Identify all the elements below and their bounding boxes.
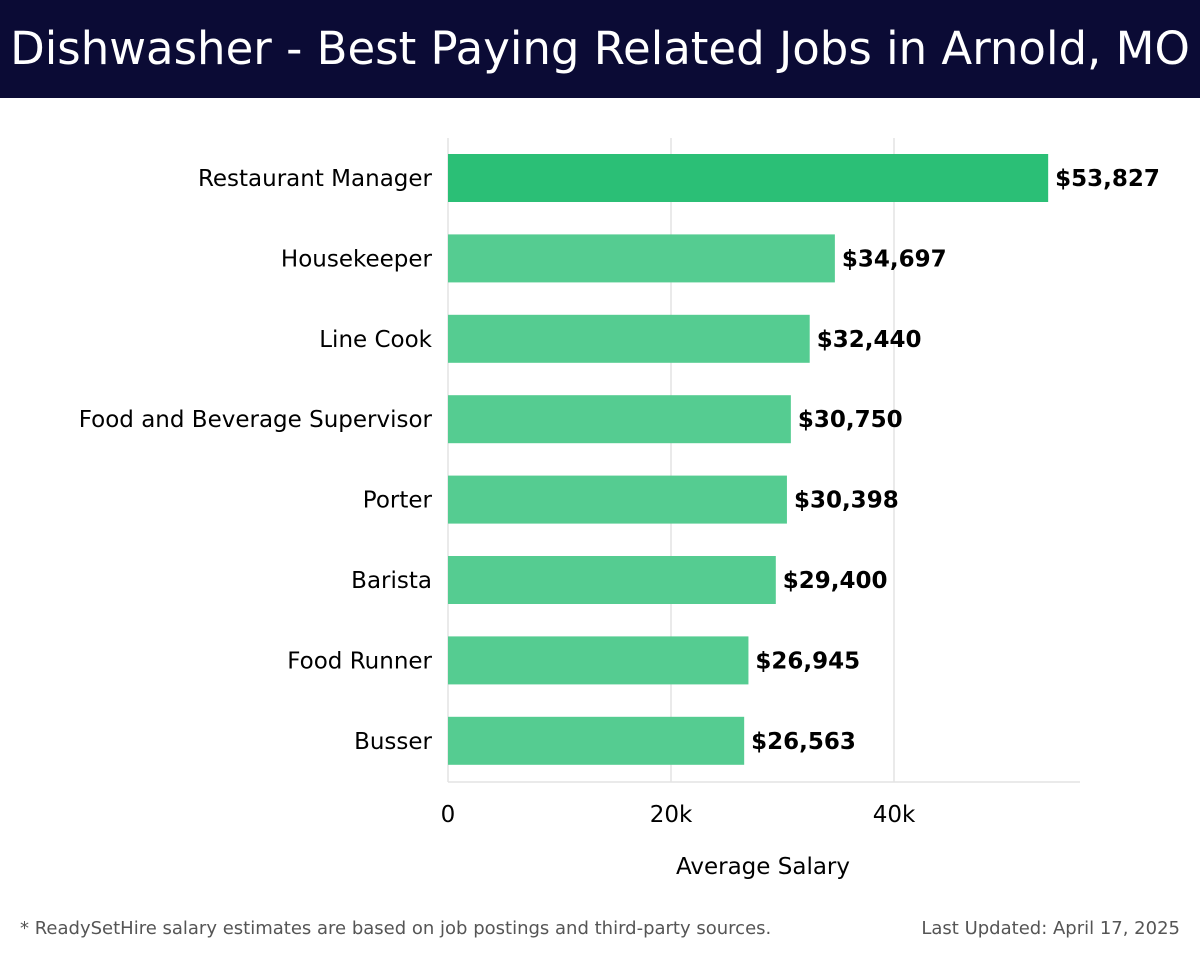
value-label: $26,563 [751,729,856,755]
bar [448,716,745,765]
value-label: $34,697 [842,246,947,272]
value-label: $32,440 [817,327,922,353]
bar [448,475,787,524]
value-label: $30,398 [794,488,899,514]
footer-note: * ReadySetHire salary estimates are base… [20,918,772,939]
category-label: Porter [363,488,433,514]
value-label: $53,827 [1055,166,1160,192]
category-label: Housekeeper [281,246,433,272]
last-updated: Last Updated: April 17, 2025 [921,918,1180,939]
x-tick-label: 20k [650,802,693,828]
category-label: Barista [351,568,432,594]
x-axis-label: Average Salary [676,854,850,880]
category-labels: Restaurant Manager Housekeeper Line Cook Fo… [79,166,433,755]
category-label: Line Cook [319,327,432,353]
bar [448,234,835,283]
category-label: Restaurant Manager [198,166,433,192]
value-label: $30,750 [798,407,903,433]
bar [448,556,776,604]
bar [448,314,810,363]
bars [448,154,1049,765]
x-tick-label: 40k [873,802,916,828]
x-tick-labels: 0 20k 40k [441,802,916,828]
title-banner [0,0,1200,98]
bar [448,636,749,685]
bar-chart: Restaurant Manager Housekeeper Line Cook Fo… [79,138,1160,880]
category-label: Busser [354,729,432,755]
value-labels: $53,827 $34,697 $32,440 $30,750 $30,398 $29,4… [751,166,1160,755]
value-label: $29,400 [783,568,888,594]
bar [448,395,791,444]
value-label: $26,945 [755,648,860,674]
category-label: Food and Beverage Supervisor [79,407,433,433]
chart-title: Dishwasher - Best Paying Related Jobs in… [10,22,1190,75]
x-tick-label: 0 [441,802,456,828]
bar [448,154,1049,202]
category-label: Food Runner [287,648,432,674]
